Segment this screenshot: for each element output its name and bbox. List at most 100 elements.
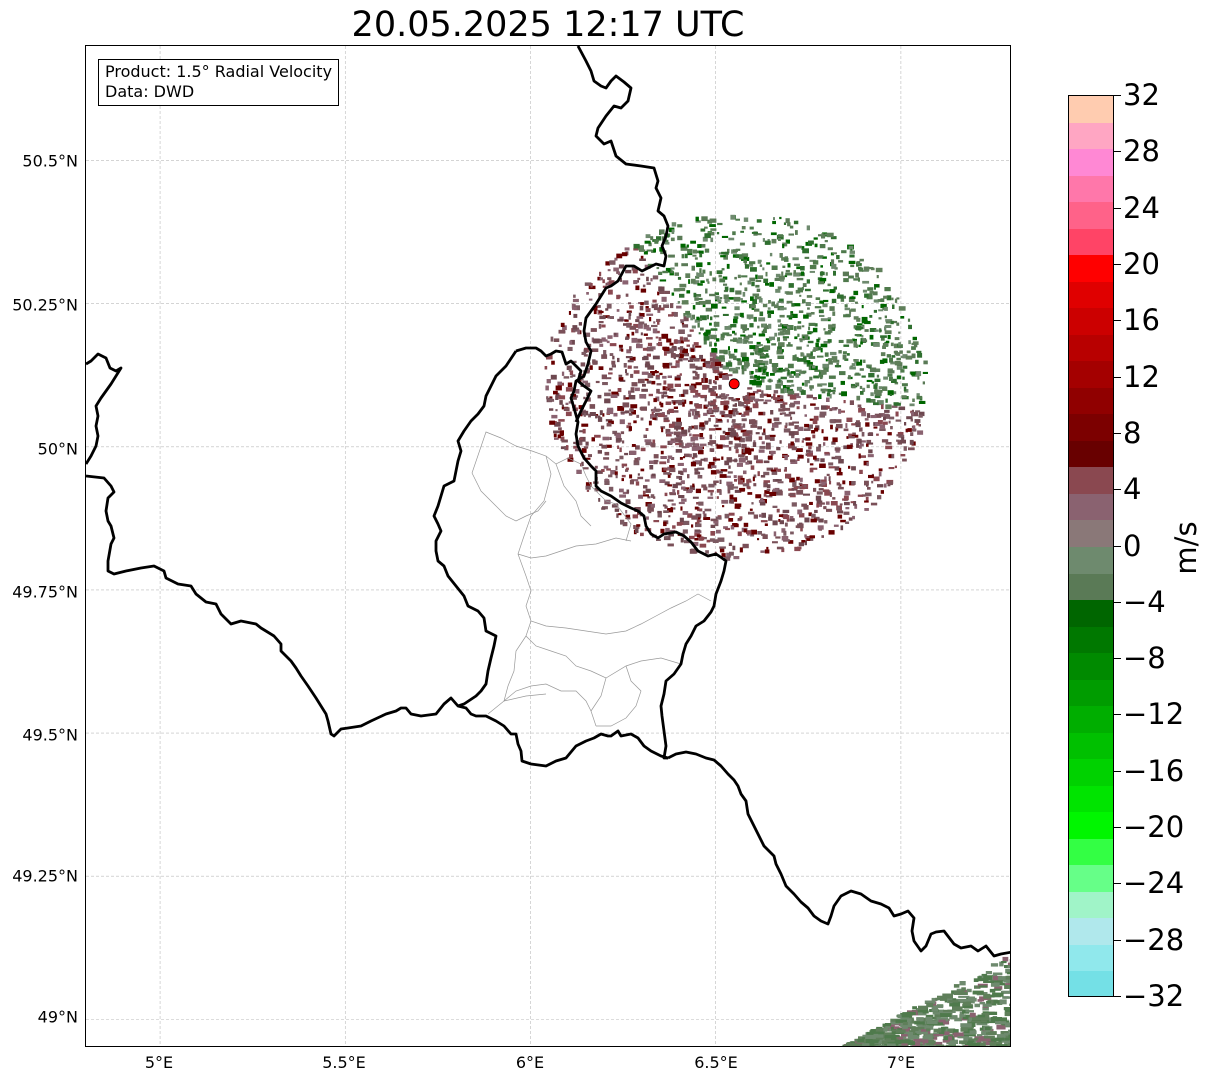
radar-pixel bbox=[845, 1046, 854, 1047]
radar-pixel bbox=[829, 492, 832, 497]
radar-pixel bbox=[876, 275, 879, 279]
radar-pixel bbox=[808, 240, 814, 245]
colorbar-tick-label: 20 bbox=[1123, 246, 1160, 281]
colorbar-swatch bbox=[1069, 891, 1113, 919]
radar-pixel bbox=[636, 524, 641, 527]
radar-pixel bbox=[713, 424, 719, 427]
radar-pixel bbox=[616, 271, 620, 274]
radar-pixel bbox=[565, 402, 569, 405]
radar-pixel bbox=[777, 481, 784, 484]
radar-pixel bbox=[654, 406, 657, 411]
radar-pixel bbox=[854, 504, 858, 509]
radar-pixel bbox=[704, 233, 711, 239]
radar-pixel bbox=[703, 333, 709, 336]
radar-pixel bbox=[762, 412, 766, 415]
radar-pixel bbox=[635, 525, 640, 529]
radar-pixel bbox=[640, 417, 644, 421]
radar-pixel bbox=[602, 339, 608, 342]
radar-pixel bbox=[560, 322, 565, 327]
radar-pixel bbox=[861, 316, 868, 322]
radar-pixel bbox=[959, 981, 966, 986]
radar-pixel bbox=[704, 226, 708, 229]
radar-pixel bbox=[862, 269, 869, 272]
colorbar-swatch bbox=[1069, 440, 1113, 468]
radar-pixel bbox=[888, 482, 893, 486]
radar-pixel bbox=[749, 419, 756, 425]
radar-pixel bbox=[942, 1031, 950, 1035]
radar-pixel bbox=[734, 306, 740, 311]
radar-pixel bbox=[672, 483, 678, 489]
radar-pixel bbox=[750, 352, 754, 356]
radar-pixel bbox=[786, 344, 793, 347]
radar-pixel bbox=[978, 1020, 987, 1023]
radar-pixel bbox=[654, 240, 658, 244]
radar-pixel bbox=[810, 351, 813, 356]
radar-pixel bbox=[698, 501, 704, 506]
radar-pixel bbox=[635, 319, 640, 323]
radar-pixel bbox=[622, 280, 629, 285]
radar-pixel bbox=[866, 484, 869, 487]
radar-pixel bbox=[862, 1043, 870, 1046]
radar-pixel bbox=[722, 445, 729, 448]
radar-pixel bbox=[709, 357, 715, 362]
radar-pixel bbox=[625, 293, 629, 297]
radar-pixel bbox=[755, 494, 762, 499]
radar-pixel bbox=[659, 289, 665, 294]
radar-pixel bbox=[992, 1037, 1005, 1042]
radar-pixel bbox=[866, 398, 871, 403]
radar-pixel bbox=[629, 325, 637, 330]
radar-pixel bbox=[734, 313, 741, 316]
radar-pixel bbox=[785, 218, 790, 224]
radar-pixel bbox=[625, 499, 631, 505]
radar-pixel bbox=[651, 411, 654, 416]
radar-pixel bbox=[718, 274, 722, 278]
radar-pixel bbox=[818, 394, 822, 399]
radar-pixel bbox=[719, 546, 726, 549]
colorbar-tick bbox=[1114, 939, 1121, 941]
radar-pixel bbox=[931, 1007, 939, 1012]
radar-pixel bbox=[790, 441, 794, 446]
radar-pixel bbox=[792, 356, 799, 361]
radar-pixel bbox=[781, 528, 786, 533]
radar-pixel bbox=[608, 486, 614, 492]
radar-pixel bbox=[583, 332, 591, 337]
radar-pixel bbox=[891, 405, 898, 408]
radar-pixel bbox=[844, 307, 850, 311]
radar-pixel bbox=[954, 998, 967, 1004]
radar-pixel bbox=[766, 339, 771, 344]
radar-pixel bbox=[708, 428, 716, 431]
radar-pixel bbox=[778, 408, 785, 412]
radar-pixel bbox=[764, 490, 770, 494]
radar-pixel bbox=[732, 545, 736, 551]
radar-pixel bbox=[829, 351, 837, 356]
radar-pixel bbox=[793, 303, 801, 307]
radar-pixel bbox=[729, 287, 735, 293]
radar-pixel bbox=[736, 358, 741, 361]
radar-pixel bbox=[602, 436, 610, 441]
radar-pixel bbox=[613, 412, 618, 417]
radar-pixel bbox=[703, 486, 708, 491]
radar-pixel bbox=[857, 323, 863, 326]
radar-pixel bbox=[717, 222, 723, 226]
radar-pixel bbox=[741, 443, 747, 449]
radar-pixel bbox=[779, 440, 782, 444]
radar-pixel bbox=[884, 1026, 892, 1032]
radar-pixel bbox=[715, 361, 722, 367]
radar-pixel bbox=[663, 419, 670, 422]
radar-pixel bbox=[627, 422, 632, 425]
map-panel[interactable]: Product: 1.5° Radial Velocity Data: DWD bbox=[85, 45, 1011, 1047]
radar-pixel bbox=[685, 273, 691, 278]
radar-pixel bbox=[680, 522, 686, 526]
radar-pixel bbox=[848, 1046, 854, 1047]
radar-pixel bbox=[806, 225, 810, 231]
radar-pixel bbox=[1008, 1029, 1010, 1033]
radar-site-marker[interactable] bbox=[728, 378, 740, 390]
radar-pixel bbox=[780, 403, 786, 408]
radar-pixel bbox=[777, 337, 780, 342]
radar-pixel bbox=[884, 326, 887, 331]
radar-pixel bbox=[758, 436, 763, 440]
radar-pixel bbox=[853, 1045, 859, 1046]
radar-pixel bbox=[903, 386, 907, 392]
radar-pixel bbox=[788, 431, 795, 436]
radar-pixel bbox=[872, 291, 878, 296]
